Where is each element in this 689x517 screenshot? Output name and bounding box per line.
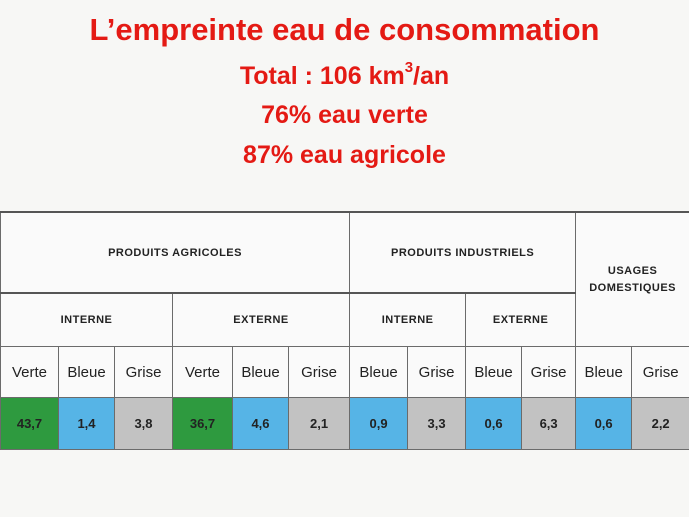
label-cell: Bleue <box>349 346 409 398</box>
label-cell: Grise <box>407 346 467 398</box>
group-header-agricoles: PRODUITS AGRICOLES <box>0 211 351 294</box>
total-prefix: Total : 106 km <box>239 62 405 90</box>
label-cell: Verte <box>0 346 59 398</box>
usages-line1: USAGES <box>607 264 658 277</box>
subgroup-interne-agricoles: INTERNE <box>0 292 173 347</box>
slide-title: L’empreinte eau de consommation <box>89 12 600 47</box>
value-cell: 43,7 <box>0 397 59 450</box>
group-header-industriels: PRODUITS INDUSTRIELS <box>349 211 577 294</box>
label-cell: Bleue <box>465 346 523 398</box>
value-cell: 0,6 <box>575 397 633 450</box>
total-exponent: 3 <box>404 59 414 76</box>
label-cell: Grise <box>521 346 577 398</box>
value-cell: 1,4 <box>58 397 115 450</box>
agricultural-water-line: 87% eau agricole <box>243 141 446 169</box>
label-cell: Verte <box>172 346 233 398</box>
label-cell: Bleue <box>58 346 115 398</box>
usages-line2: DOMESTIQUES <box>589 281 677 294</box>
label-cell: Bleue <box>575 346 633 398</box>
subgroup-externe-agricoles: EXTERNE <box>171 292 351 347</box>
value-cell: 4,6 <box>232 397 289 450</box>
value-cell: 0,6 <box>465 397 523 450</box>
label-cell: Bleue <box>232 346 289 398</box>
subgroup-interne-industriels: INTERNE <box>349 292 467 347</box>
value-cell: 3,3 <box>407 397 467 450</box>
label-cell: Grise <box>114 346 173 398</box>
water-footprint-table: PRODUITS AGRICOLES PRODUITS INDUSTRIELS … <box>0 211 689 450</box>
value-cell: 3,8 <box>114 397 173 450</box>
group-header-usages: USAGES DOMESTIQUES <box>575 211 689 347</box>
subgroup-externe-industriels: EXTERNE <box>465 292 577 347</box>
value-cell: 6,3 <box>521 397 577 450</box>
green-water-line: 76% eau verte <box>261 101 428 129</box>
value-cell: 36,7 <box>172 397 233 450</box>
total-suffix: /an <box>413 62 450 90</box>
label-cell: Grise <box>631 346 689 398</box>
value-cell: 2,1 <box>287 397 351 450</box>
value-cell: 0,9 <box>349 397 409 450</box>
value-cell: 2,2 <box>631 397 689 450</box>
total-line: Total : 106 km3/an <box>0 59 689 91</box>
label-cell: Grise <box>287 346 351 398</box>
